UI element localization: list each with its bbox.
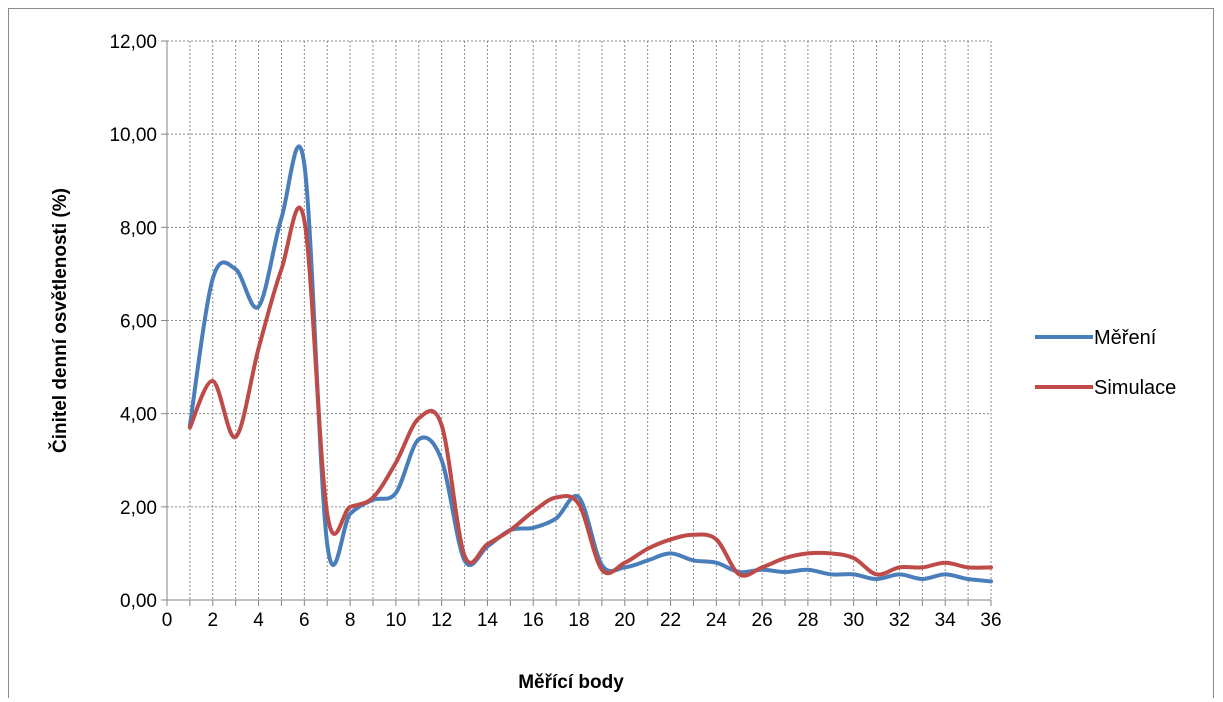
series-line-2 xyxy=(187,205,993,578)
y-tick-label: 4,00 xyxy=(120,405,157,426)
x-tick-label: 6 xyxy=(299,610,310,631)
x-tick-label: 20 xyxy=(614,610,635,631)
x-tick-label: 0 xyxy=(162,610,173,631)
x-axis-title: Měřící body xyxy=(518,672,624,693)
x-tick-label: 14 xyxy=(477,610,499,631)
x-tick-label: 8 xyxy=(345,610,356,631)
y-tick-label: 12,00 xyxy=(109,32,157,53)
x-tick-label: 2 xyxy=(207,610,218,631)
y-tick-label: 8,00 xyxy=(120,218,157,239)
x-tick-label: 30 xyxy=(843,610,864,631)
x-tick-label: 36 xyxy=(980,610,1001,631)
y-tick-label: 10,00 xyxy=(109,125,157,146)
x-tick-label: 32 xyxy=(889,610,910,631)
x-tick-label: 12 xyxy=(431,610,452,631)
legend: Měření Simulace xyxy=(1035,327,1176,399)
y-tick-label: 0,00 xyxy=(120,591,157,612)
x-tick-label: 10 xyxy=(385,610,406,631)
x-tick-label: 4 xyxy=(253,610,264,631)
legend-label: Měření xyxy=(1094,327,1157,349)
x-tick-label: 26 xyxy=(752,610,773,631)
x-tick-label: 22 xyxy=(660,610,681,631)
legend-label: Simulace xyxy=(1094,377,1176,399)
x-tick-label: 24 xyxy=(706,610,728,631)
series-line-1 xyxy=(187,144,993,584)
x-tick-label: 16 xyxy=(523,610,544,631)
y-tick-label: 6,00 xyxy=(120,312,157,333)
chart-frame xyxy=(8,8,1214,698)
y-axis-title: Činitel denní osvětlenosti (%) xyxy=(49,188,71,453)
x-tick-label: 18 xyxy=(568,610,589,631)
x-tick-label: 34 xyxy=(935,610,957,631)
gridlines xyxy=(167,40,992,600)
x-tick-label: 28 xyxy=(797,610,818,631)
series-lines xyxy=(187,144,993,584)
y-tick-label: 2,00 xyxy=(120,498,157,519)
